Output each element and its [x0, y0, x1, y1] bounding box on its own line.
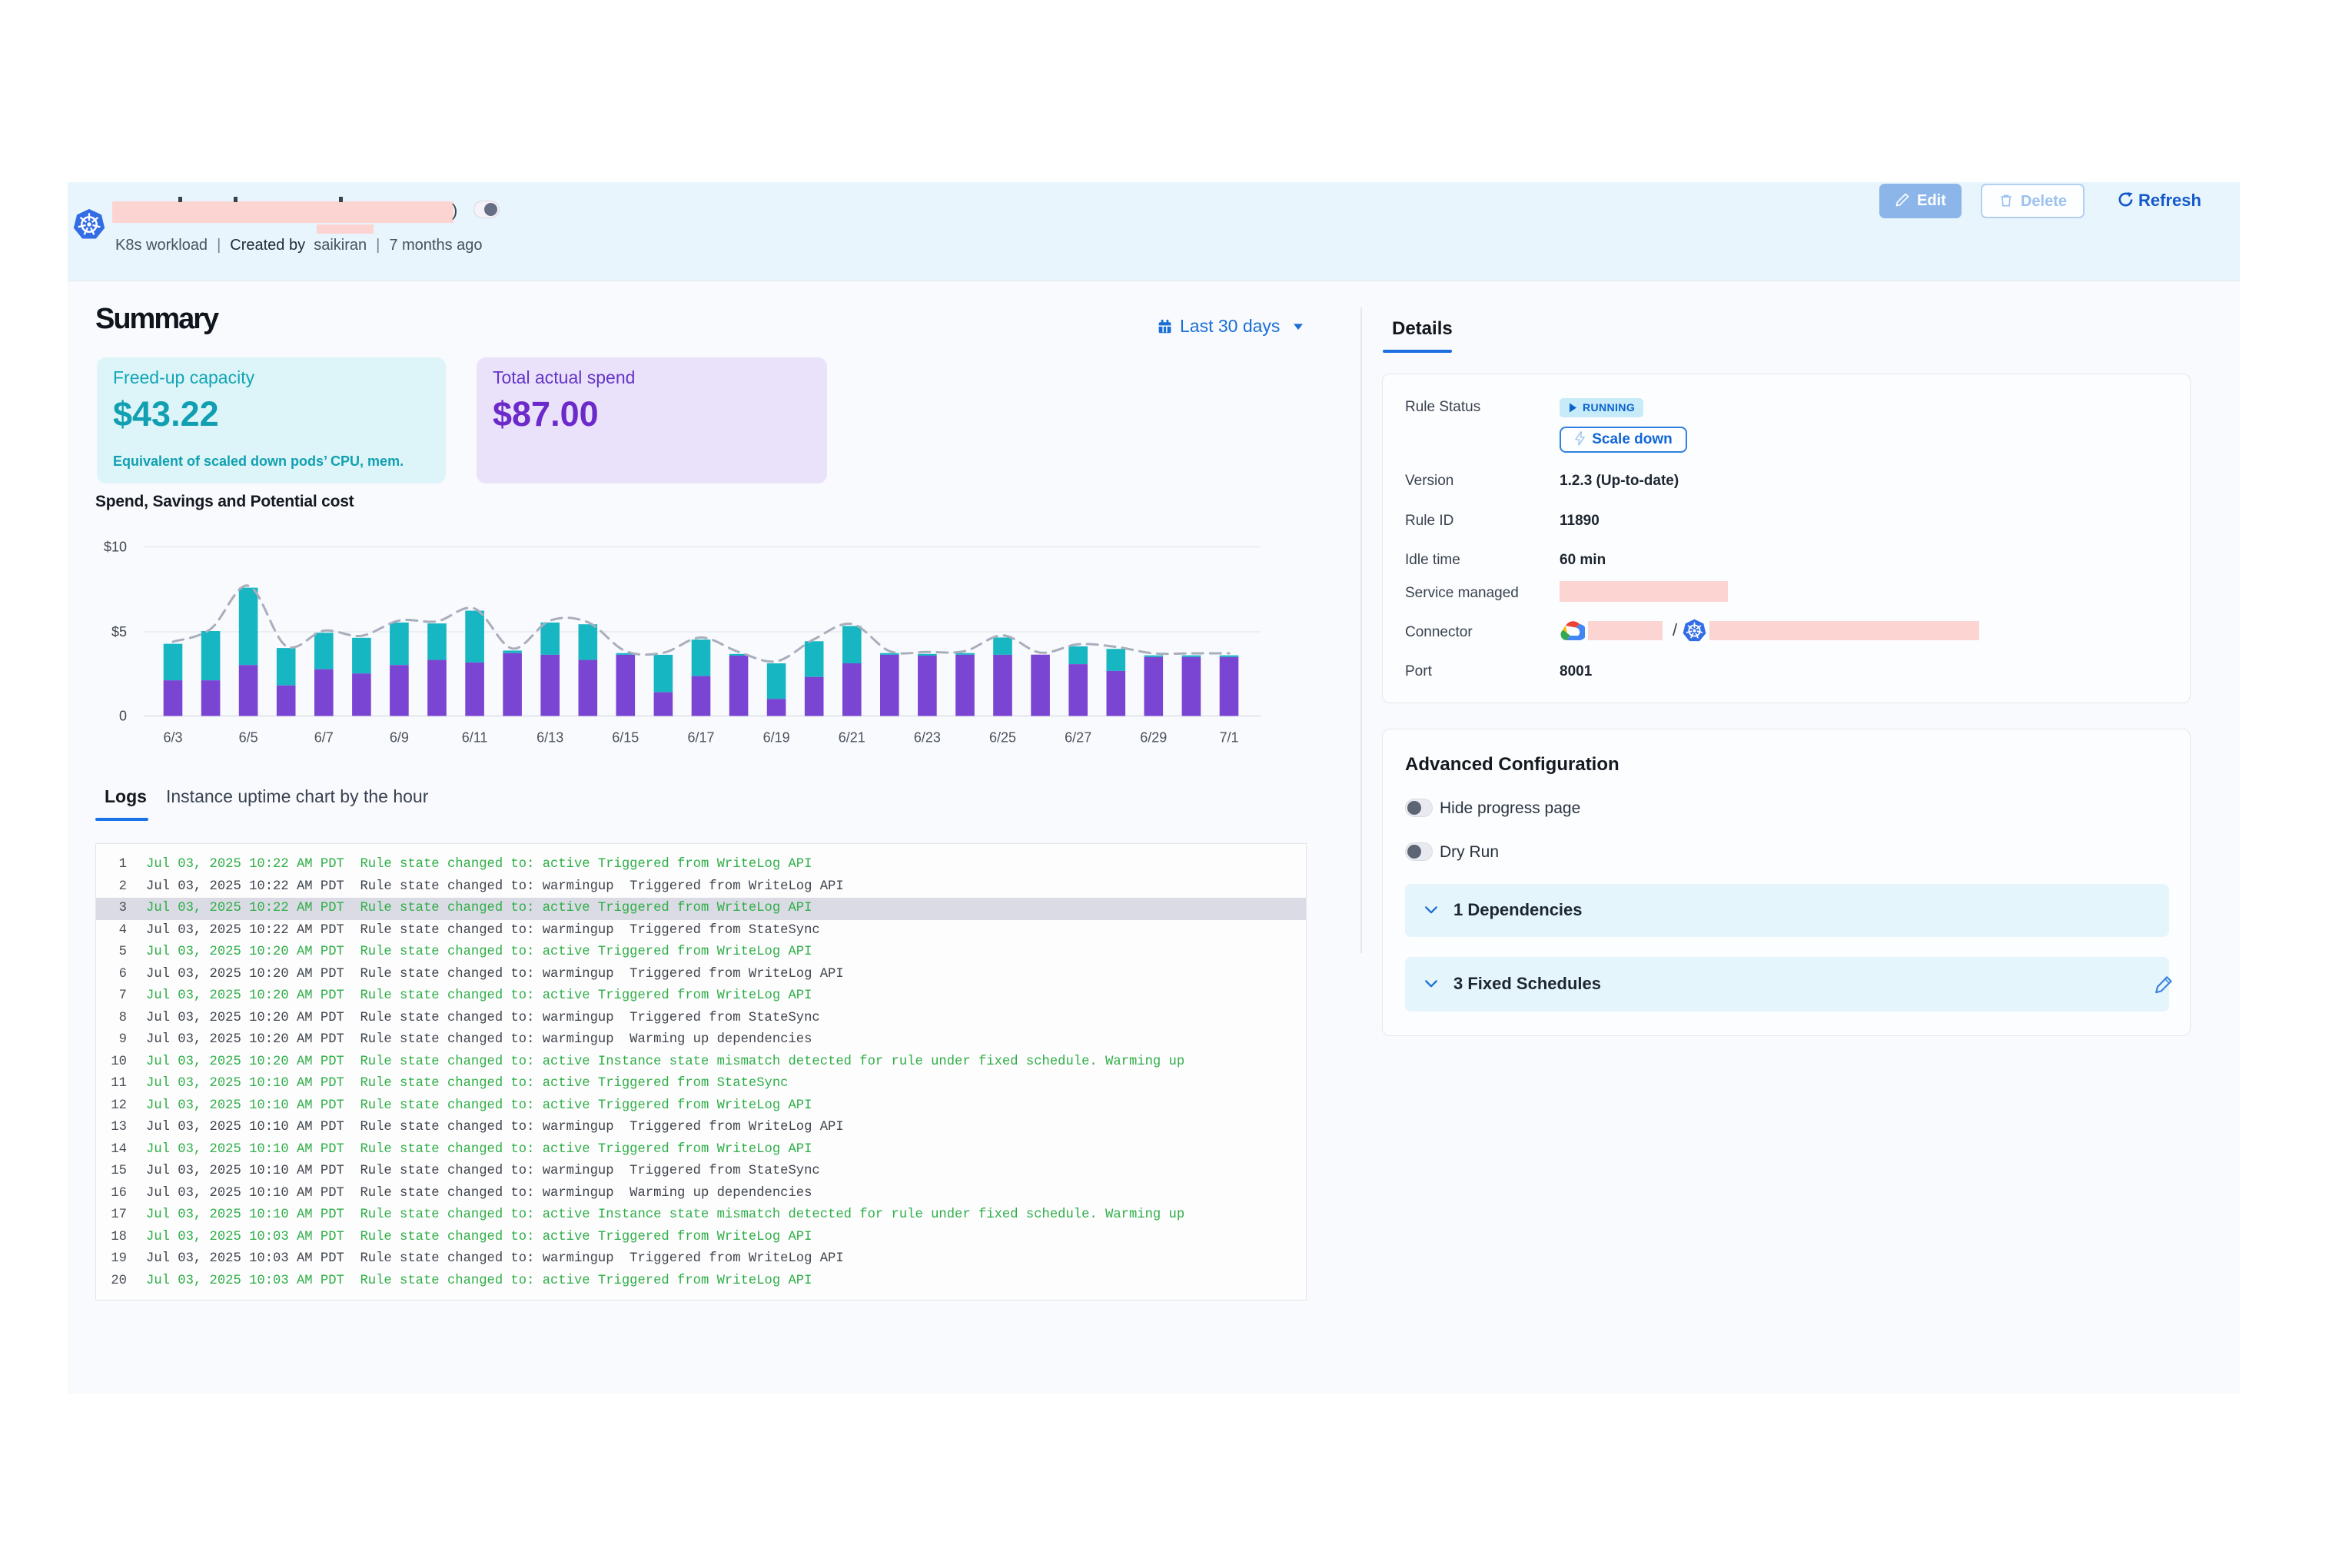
svg-text:6/29: 6/29 [1140, 730, 1167, 746]
svg-text:6/11: 6/11 [462, 730, 488, 746]
svg-text:6/17: 6/17 [687, 730, 714, 746]
svg-text:6/23: 6/23 [914, 730, 941, 746]
svg-text:6/3: 6/3 [163, 730, 182, 746]
svg-text:0: 0 [119, 709, 127, 724]
svg-text:6/19: 6/19 [763, 730, 790, 746]
svg-text:6/5: 6/5 [239, 730, 258, 746]
svg-text:6/21: 6/21 [839, 730, 865, 746]
svg-text:6/25: 6/25 [989, 730, 1016, 746]
svg-text:6/27: 6/27 [1065, 730, 1091, 746]
svg-text:6/15: 6/15 [612, 730, 639, 746]
svg-text:$10: $10 [104, 540, 127, 555]
svg-text:6/7: 6/7 [314, 730, 334, 746]
svg-text:6/13: 6/13 [537, 730, 563, 746]
svg-text:6/9: 6/9 [390, 730, 409, 746]
svg-text:7/1: 7/1 [1219, 730, 1238, 746]
svg-text:$5: $5 [111, 624, 127, 639]
